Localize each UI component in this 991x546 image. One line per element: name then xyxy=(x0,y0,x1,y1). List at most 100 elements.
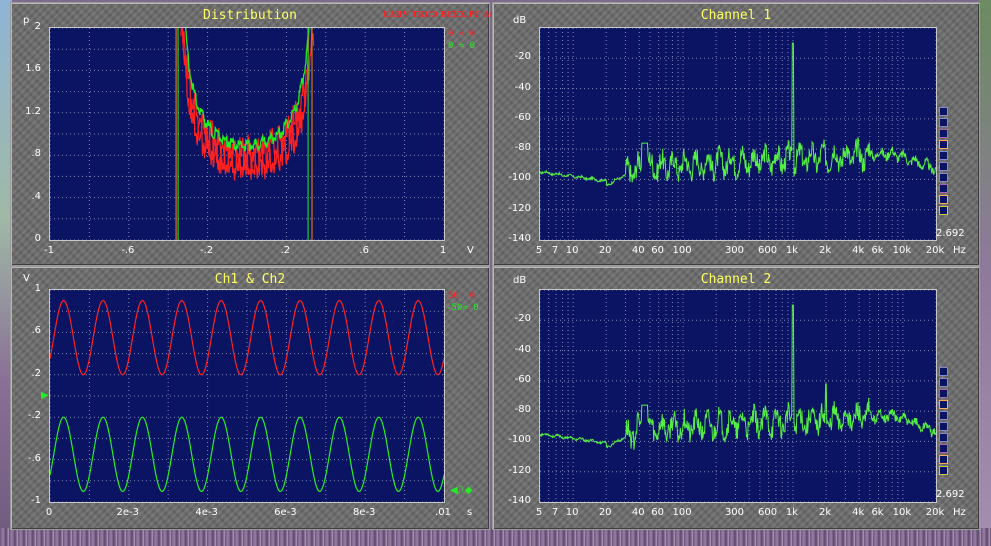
channel2-spectrum xyxy=(540,290,936,502)
x-tick-label: 40 xyxy=(631,245,645,256)
color-swatch[interactable] xyxy=(939,400,948,409)
desktop-background-right xyxy=(980,0,991,546)
color-swatch[interactable] xyxy=(939,411,948,420)
color-swatch[interactable] xyxy=(939,118,948,127)
ch2-waveform xyxy=(50,416,444,493)
color-swatch[interactable] xyxy=(939,206,948,215)
x-tick-label: 100 xyxy=(672,245,692,256)
color-swatch-column[interactable] xyxy=(939,367,949,477)
channel1-spectrum-panel[interactable]: Channel 1 dB Hz -20 -40 -60 -80 -100 -120 -140… xyxy=(492,2,980,266)
legend-ch2: 0 = 0 xyxy=(448,41,476,51)
distribution-panel[interactable]: Distribution ЕАВУ ТКСЭ ВЕЕХ.РС Auta Зага… xyxy=(10,2,561,266)
y-tick-label: -140 xyxy=(508,495,531,506)
x-tick-label: 600 xyxy=(758,245,778,256)
color-swatch[interactable] xyxy=(939,433,948,442)
color-swatch[interactable] xyxy=(939,195,948,204)
channel1-spectrum xyxy=(540,28,936,240)
y-tick-label: -100 xyxy=(508,172,531,184)
channel1-plot-area[interactable] xyxy=(539,27,937,241)
x-tick-label: -1 xyxy=(44,245,54,256)
y-tick-label: .2 xyxy=(31,367,41,379)
y-tick-label: -40 xyxy=(514,81,531,93)
app-banner: ЕАВУ ТКСЭ ВЕЕХ.РС Auta ЗагарАшки xyxy=(383,9,561,19)
oscilloscope-title: Ch1 & Ch2 xyxy=(214,272,286,287)
color-swatch[interactable] xyxy=(939,129,948,138)
y-tick-label: .8 xyxy=(31,148,41,160)
y-unit: V xyxy=(23,273,30,284)
y-tick-label: 1.6 xyxy=(25,63,41,75)
trigger-icon[interactable]: ◀⎍◆ xyxy=(450,485,473,496)
y-tick-label: -20 xyxy=(514,313,531,325)
y-tick-label: -100 xyxy=(508,434,531,446)
x-unit: V xyxy=(467,245,474,256)
x-tick-label: 20k xyxy=(925,245,945,256)
channel1-readout: 2.692 xyxy=(936,228,965,239)
ch1-waveform xyxy=(50,299,444,376)
x-tick-label: 20 xyxy=(598,507,612,518)
x-unit: Hz xyxy=(953,507,966,518)
oscilloscope-plot-area[interactable] xyxy=(49,289,445,503)
x-tick-label: 10 xyxy=(565,245,579,256)
grid xyxy=(50,290,444,502)
y-tick-label: -20 xyxy=(514,51,531,63)
color-swatch[interactable] xyxy=(939,162,948,171)
color-swatch[interactable] xyxy=(939,455,948,464)
oscilloscope-panel[interactable]: Ch1 & Ch2 V s 50: 0 -50= 0 ▶ ◀⎍◆ 1 .6 .2 -.… xyxy=(10,266,490,530)
color-swatch-column[interactable] xyxy=(939,107,949,217)
color-swatch[interactable] xyxy=(939,422,948,431)
channel2-plot-area[interactable] xyxy=(539,289,937,503)
x-tick-label: 4e-3 xyxy=(195,507,218,518)
distribution-plot-area[interactable] xyxy=(49,27,445,241)
color-swatch[interactable] xyxy=(939,173,948,182)
y-tick-label: -1 xyxy=(31,495,41,506)
y-tick-label: .4 xyxy=(31,190,41,202)
x-tick-label: 300 xyxy=(724,245,745,256)
x-unit: Hz xyxy=(953,245,966,256)
x-tick-label: 7 xyxy=(551,245,559,256)
color-swatch[interactable] xyxy=(939,466,948,475)
x-tick-label: 4k xyxy=(852,507,865,518)
spectrum-trace xyxy=(540,304,936,450)
x-unit: s xyxy=(467,507,473,518)
waveforms xyxy=(50,290,444,502)
y-tick-label: -120 xyxy=(508,202,531,214)
x-tick-label: 0 xyxy=(45,507,53,518)
x-tick-label: 600 xyxy=(758,507,778,518)
y-unit: p xyxy=(23,15,30,26)
y-tick-label: -80 xyxy=(514,404,531,416)
y-tick-label: -120 xyxy=(508,464,531,476)
legend-ch1: 0 = 0 xyxy=(448,29,476,39)
grid xyxy=(540,28,936,240)
y-unit: dB xyxy=(513,275,527,286)
y-unit: dB xyxy=(513,15,527,26)
x-tick-label: 4k xyxy=(852,245,865,256)
x-tick-label: 2k xyxy=(818,245,832,256)
color-swatch[interactable] xyxy=(939,389,948,398)
x-tick-label: 1k xyxy=(785,245,799,256)
grid xyxy=(50,28,444,240)
y-tick-label: -60 xyxy=(514,111,531,123)
color-swatch[interactable] xyxy=(939,140,948,149)
x-tick-label: .01 xyxy=(435,507,451,518)
desktop-background-bottom xyxy=(0,528,991,546)
x-tick-label: 20 xyxy=(598,245,612,256)
legend-ch1: 50: 0 xyxy=(448,291,476,301)
x-tick-label: 100 xyxy=(672,507,692,518)
x-tick-label: 2k xyxy=(818,507,832,518)
color-swatch[interactable] xyxy=(939,378,948,387)
x-tick-label: 2e-3 xyxy=(116,507,140,518)
x-tick-label: 6k xyxy=(871,507,884,518)
channel2-spectrum-panel[interactable]: Channel 2 dB Hz -20 -40 -60 -80 -100 -120 -140… xyxy=(492,266,980,530)
x-tick-label: 10k xyxy=(892,507,912,518)
zero-level-marker-icon[interactable]: ▶ xyxy=(41,390,49,401)
color-swatch[interactable] xyxy=(939,107,948,116)
color-swatch[interactable] xyxy=(939,444,948,453)
color-swatch[interactable] xyxy=(939,367,948,376)
y-tick-label: 1.2 xyxy=(25,105,41,117)
y-tick-label: -.6 xyxy=(27,452,41,464)
color-swatch[interactable] xyxy=(939,151,948,160)
x-tick-label: -.2 xyxy=(200,245,214,256)
desktop-background-left xyxy=(0,0,12,546)
color-swatch[interactable] xyxy=(939,184,948,193)
distribution-title: Distribution xyxy=(203,8,297,23)
